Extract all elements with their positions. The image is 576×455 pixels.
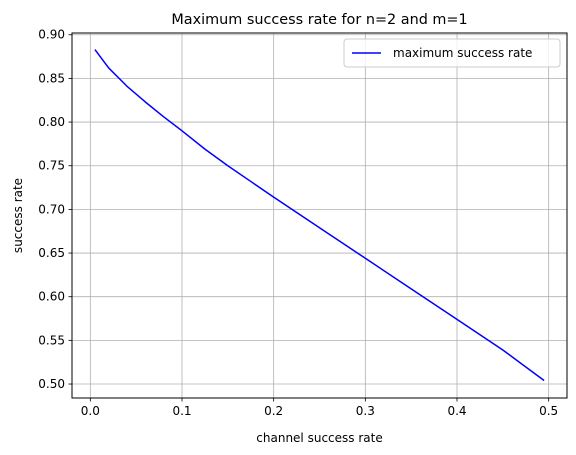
x-tick-label: 0.1 [172,404,191,418]
x-tick-label: 0.5 [539,404,558,418]
x-tick-label: 0.3 [356,404,375,418]
legend-box [343,38,561,68]
y-tick-label: 0.60 [38,290,65,304]
y-axis-title: success rate [11,178,25,253]
grid-lines [72,33,567,398]
y-tick-label: 0.70 [38,202,65,216]
x-axis-ticks: 0.0 0.1 0.2 0.3 0.4 0.5 [81,398,558,418]
y-tick-label: 0.50 [38,377,65,391]
chart-title: Maximum success rate for n=2 and m=1 [171,12,467,28]
x-tick-label: 0.4 [447,404,466,418]
y-tick-label: 0.90 [38,28,65,42]
x-axis-title: channel success rate [256,431,382,445]
y-tick-label: 0.55 [38,333,65,347]
x-tick-label: 0.0 [81,404,100,418]
legend: maximum success rate [343,38,561,68]
y-tick-label: 0.85 [38,71,65,85]
x-tick-label: 0.2 [264,404,283,418]
y-tick-label: 0.65 [38,246,65,260]
y-tick-label: 0.80 [38,115,65,129]
series-line [94,49,545,382]
y-tick-label: 0.75 [38,159,65,173]
plot-frame [71,32,568,399]
legend-label: maximum success rate [393,46,532,60]
y-axis-ticks: 0.50 0.55 0.60 0.65 0.70 0.75 0.80 0.85 0.90 [38,28,72,391]
series-lines [94,49,545,382]
